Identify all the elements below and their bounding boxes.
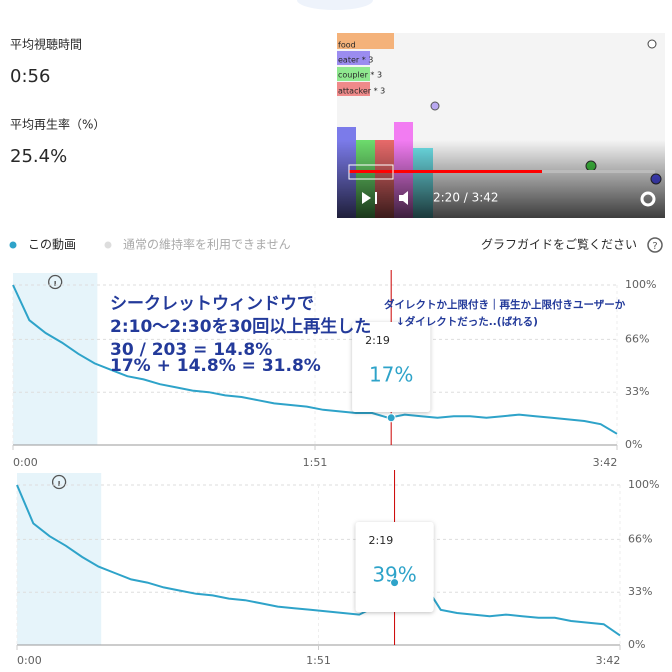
avg-rate-label: 平均再生率（%） bbox=[10, 117, 105, 132]
help-icon-mark: ? bbox=[652, 241, 657, 252]
info-icon bbox=[48, 274, 63, 290]
annotation: 17% + 14.8% = 31.8% bbox=[110, 356, 321, 376]
top-tab bbox=[297, 0, 373, 10]
y-tick-label: 33% bbox=[625, 385, 649, 398]
y-tick-label: 66% bbox=[628, 532, 652, 545]
progress-preview bbox=[348, 164, 394, 180]
retention-line bbox=[12, 284, 618, 435]
game-label: coupler * 3 bbox=[338, 71, 382, 80]
tooltip-value: 17% bbox=[369, 363, 413, 387]
annotation: 2:10～2:30を30回以上再生した bbox=[110, 316, 371, 337]
guide-link[interactable]: グラフガイドをご覧ください bbox=[481, 237, 637, 252]
retention-line bbox=[16, 484, 621, 637]
y-tick-label: 0% bbox=[628, 638, 645, 651]
x-tick-label: 0:00 bbox=[17, 654, 42, 667]
game-object bbox=[647, 39, 657, 49]
annotation: 30 / 203 = 14.8% bbox=[110, 340, 272, 360]
x-tick-label: 1:51 bbox=[303, 456, 328, 469]
highlight-region bbox=[17, 473, 102, 645]
annotation: ↓ダイレクトだった..(ばれる) bbox=[396, 315, 538, 328]
legend-label: この動画 bbox=[28, 238, 76, 252]
info-icon-mark bbox=[58, 481, 60, 486]
tooltip-box bbox=[352, 322, 431, 412]
y-tick-label: 66% bbox=[625, 332, 649, 345]
game-label: eater * 3 bbox=[338, 56, 373, 65]
legend-dot bbox=[9, 241, 17, 249]
x-tick-label: 3:42 bbox=[596, 654, 621, 667]
x-tick-label: 1:51 bbox=[306, 654, 331, 667]
game-label-bg bbox=[337, 82, 370, 96]
x-tick-label: 0:00 bbox=[13, 456, 38, 469]
tooltip-time: 2:19 bbox=[369, 534, 394, 547]
avg-rate: 25.4% bbox=[10, 146, 67, 167]
avg-watch-label: 平均視聴時間 bbox=[10, 37, 82, 52]
y-tick-label: 0% bbox=[625, 438, 642, 451]
game-object bbox=[430, 101, 440, 111]
game-label-bg bbox=[337, 67, 370, 81]
settings-button[interactable] bbox=[640, 191, 656, 207]
highlight-region bbox=[13, 273, 98, 445]
tooltip-point bbox=[390, 578, 400, 588]
game-label-bg bbox=[337, 33, 394, 49]
next-button[interactable] bbox=[375, 192, 377, 204]
game-label: attacker * 3 bbox=[338, 87, 385, 96]
avg-watch: 0:56 bbox=[10, 66, 50, 87]
legend-label: 通常の維持率を利用できません bbox=[123, 237, 291, 252]
video-player[interactable]: food eater * 3 coupler * 3 attacker * 3 … bbox=[337, 33, 665, 218]
tooltip-point bbox=[386, 413, 396, 423]
help-icon[interactable] bbox=[647, 237, 663, 253]
y-tick-label: 33% bbox=[628, 585, 652, 598]
video-time: 2:20 / 3:42 bbox=[433, 191, 499, 205]
annotation: シークレットウィンドウで bbox=[110, 294, 314, 314]
tooltip-time: 2:19 bbox=[365, 334, 390, 347]
play-button[interactable] bbox=[362, 192, 371, 204]
annotation: ダイレクトか上限付き｜再生か上限付きユーザーか bbox=[384, 298, 626, 311]
info-icon-mark bbox=[54, 281, 56, 286]
y-tick-label: 100% bbox=[628, 478, 659, 491]
tooltip-box bbox=[355, 522, 434, 612]
legend-dot bbox=[104, 241, 112, 249]
progress-played bbox=[349, 170, 542, 173]
y-tick-label: 100% bbox=[625, 278, 656, 291]
x-tick-label: 3:42 bbox=[593, 456, 618, 469]
game-label-bg bbox=[337, 51, 370, 65]
game-label: food bbox=[338, 41, 356, 50]
volume-button[interactable] bbox=[399, 191, 408, 205]
info-icon bbox=[51, 474, 67, 490]
